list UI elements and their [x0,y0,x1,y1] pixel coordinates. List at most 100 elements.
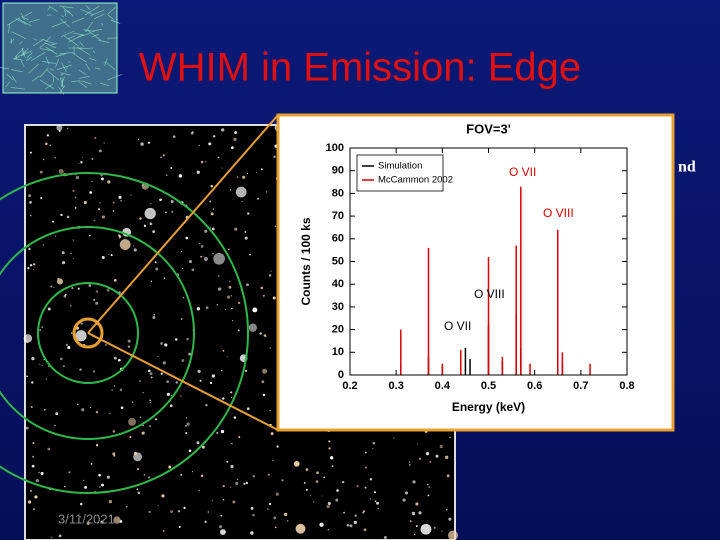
star [95,444,99,447]
star [219,529,226,535]
star [236,176,239,179]
star [328,447,331,450]
thumb-strand [60,72,71,76]
star [205,306,209,310]
star [266,191,268,193]
star [327,528,330,531]
x-axis-label: Energy (keV) [452,400,525,414]
thumb-strand [8,23,10,34]
star [250,531,254,535]
star [74,206,77,209]
thumb-strand [67,35,75,40]
thumb-strand [26,52,33,59]
circle [0,172,249,494]
star [354,514,357,517]
star [113,516,121,524]
thumb-strand [52,75,55,83]
star [200,255,202,258]
star [23,334,33,343]
star [182,267,184,270]
star [153,313,156,316]
star [150,280,153,282]
star [136,488,139,491]
star [91,180,93,183]
star [77,287,80,290]
star [373,491,377,494]
thumb-strand [48,5,58,12]
star [109,413,111,415]
zoom-line [87,332,279,431]
star [89,234,91,237]
star [272,296,276,300]
star [32,269,34,271]
star [84,486,87,489]
legend-box [356,154,444,192]
thumb-strand [78,47,94,50]
star [256,197,260,200]
star [80,161,83,164]
star [60,213,63,217]
y-tick-label: 90 [332,165,344,177]
star [244,369,248,372]
thumb-strand [17,18,32,27]
star [261,380,265,384]
star [39,363,41,365]
star [152,316,156,319]
star [50,285,53,288]
star [319,522,324,527]
star [448,530,458,540]
thumb-strand [73,32,85,36]
star [83,200,87,205]
star [70,332,73,334]
star [185,432,188,435]
x-tick-label: 0.2 [342,380,357,392]
star [220,514,223,517]
legend-label: Simulation [378,161,422,172]
thumb-strand [10,86,26,90]
star [119,388,123,392]
star [362,511,364,514]
star [262,368,268,374]
star [79,502,83,506]
star [103,142,105,144]
thumb-strand [80,8,94,15]
star [263,334,267,337]
star [147,141,151,144]
star [130,194,132,196]
thumb-strand [21,16,29,21]
star [45,378,47,380]
star [90,407,92,409]
star [218,275,220,277]
inset [276,113,675,432]
thumb-strand [79,41,84,47]
star [54,235,57,237]
star [99,202,101,204]
thumb-strand [64,9,67,17]
star [356,485,359,488]
star [132,245,134,247]
star [149,401,151,403]
star [225,308,227,311]
star [74,196,77,199]
star [210,212,214,216]
thumb-strand [62,6,70,14]
star [180,318,183,320]
star [441,530,443,532]
thumb-strand [71,17,84,24]
thumb-strand [88,57,97,62]
star [45,142,48,146]
star [248,323,258,332]
star [128,417,137,426]
y-tick-label: 0 [338,369,344,381]
circle [0,226,195,440]
star [237,478,239,481]
star [200,474,204,478]
star [178,510,181,513]
star [233,137,237,141]
star [249,253,251,256]
star [210,184,213,188]
star [231,443,233,445]
star [372,447,374,450]
star [133,248,137,252]
star [175,381,178,384]
